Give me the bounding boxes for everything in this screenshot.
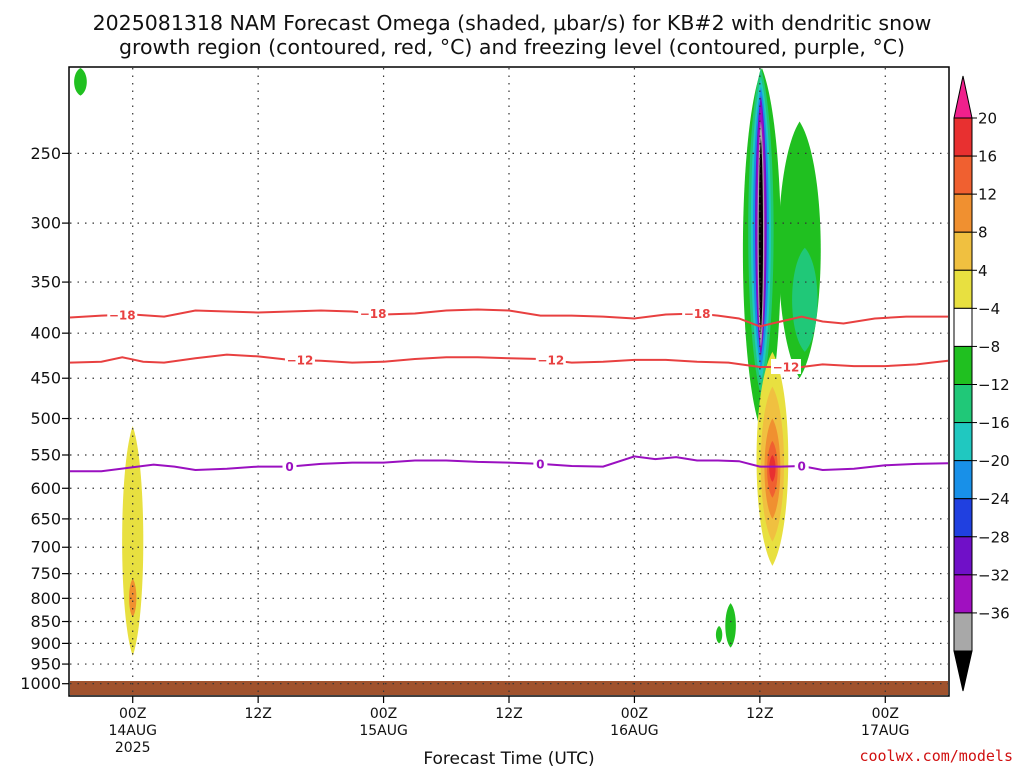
colorbar-label-7: −12 <box>978 376 1010 394</box>
y-tick-label-800: 800 <box>30 589 61 608</box>
colorbar-label-11: −28 <box>978 528 1010 546</box>
contour-label-bg--12-2 <box>770 359 801 375</box>
colorbar-label-12: −32 <box>978 566 1010 584</box>
x-tick-date-6: 14AUG <box>108 723 157 739</box>
colorbar-label-5: −4 <box>978 300 1000 318</box>
omega-region-day1-orange <box>129 578 137 617</box>
surface-terrain <box>70 681 948 695</box>
contour-label--18-0: −18 <box>109 308 136 322</box>
colorbar-swatch-7 <box>953 384 973 424</box>
colorbar-swatch-13 <box>953 612 973 652</box>
colorbar-label-10: −24 <box>978 490 1010 508</box>
x-tick-label-18: 12Z <box>244 706 271 722</box>
x-tick-label-30: 00Z <box>370 706 397 722</box>
contour-line--12 <box>69 353 949 368</box>
temperature-contours: −18 −18 −18 −12 −12 −12 0 0 0 <box>69 305 949 474</box>
contour-label-0-2: 0 <box>797 459 805 473</box>
contour-label-0-0: 0 <box>285 460 293 474</box>
y-tick-label-450: 450 <box>30 369 61 388</box>
omega-region-storm-teal-east <box>792 247 818 352</box>
contour-label--12-2: −12 <box>773 361 800 375</box>
y-tick-label-750: 750 <box>30 564 61 583</box>
contour-label-bg-0-0 <box>282 458 297 474</box>
y-tick-label-900: 900 <box>30 634 61 653</box>
chart-title-line2: growth region (contoured, red, °C) and f… <box>119 35 905 59</box>
x-tick-label-6: 00Z <box>119 706 146 722</box>
contour-label-0-1: 0 <box>536 457 544 471</box>
colorbar-swatch-10 <box>953 498 973 538</box>
chart-title-line1: 2025081318 NAM Forecast Omega (shaded, μ… <box>93 11 932 35</box>
colorbar-swatch-1 <box>953 155 973 195</box>
colorbar-bottom-arrow <box>953 650 973 692</box>
contour-label--18-1: −18 <box>360 307 387 321</box>
chart-title: 2025081318 NAM Forecast Omega (shaded, μ… <box>93 11 932 59</box>
x-axis-label: Forecast Time (UTC) <box>423 749 594 768</box>
contour-label-bg--18-2 <box>682 305 713 321</box>
colorbar-swatch-11 <box>953 536 973 576</box>
colorbar-label-1: 16 <box>978 148 997 166</box>
colorbar-label-4: 4 <box>978 262 988 280</box>
y-tick-label-550: 550 <box>30 445 61 464</box>
omega-region-storm-black <box>758 137 764 334</box>
y-tick-label-850: 850 <box>30 612 61 631</box>
omega-region-low-green-a <box>715 625 723 644</box>
y-tick-label-950: 950 <box>30 655 61 674</box>
y-tick-label-350: 350 <box>30 273 61 292</box>
contour-label-bg-0-2 <box>794 457 809 473</box>
x-tick-date-30: 15AUG <box>359 723 408 739</box>
colorbar-swatch-0 <box>953 117 973 157</box>
colorbar-swatch-5 <box>953 307 973 347</box>
omega-region-low-green-b <box>725 603 736 648</box>
contour-label-bg--12-0 <box>284 352 315 368</box>
contour-label-bg--18-0 <box>107 306 138 322</box>
x-tick-label-42: 12Z <box>495 706 522 722</box>
colorbar: 20 16 12 8 4 −4 −8 −12 −16 −20 −24 −28 −32 −36 <box>953 75 1010 692</box>
colorbar-label-6: −8 <box>978 338 1000 356</box>
contour-label-bg-0-1 <box>533 455 548 471</box>
omega-region-rise-red <box>769 454 776 482</box>
y-tick-label-400: 400 <box>30 324 61 343</box>
x-tick-year-6: 2025 <box>115 740 151 756</box>
colorbar-label-2: 12 <box>978 186 997 204</box>
y-tick-label-300: 300 <box>30 214 61 233</box>
x-tick-date-54: 16AUG <box>610 723 659 739</box>
contour-label--18-2: −18 <box>684 307 711 321</box>
omega-region-topleft-green <box>74 68 87 96</box>
colorbar-label-13: −36 <box>978 604 1010 622</box>
colorbar-swatch-4 <box>953 269 973 309</box>
colorbar-label-9: −20 <box>978 452 1010 470</box>
colorbar-swatch-2 <box>953 193 973 233</box>
contour-label-bg--18-1 <box>358 305 389 321</box>
y-tick-label-1000: 1000 <box>20 674 61 693</box>
y-tick-label-250: 250 <box>30 144 61 163</box>
contour-label-bg--12-1 <box>535 352 566 368</box>
colorbar-swatch-9 <box>953 460 973 500</box>
colorbar-swatch-3 <box>953 231 973 271</box>
colorbar-label-3: 8 <box>978 224 988 242</box>
x-tick-label-66: 12Z <box>746 706 773 722</box>
contour-line--18 <box>69 308 948 328</box>
colorbar-swatch-6 <box>953 345 973 385</box>
grid <box>70 68 948 695</box>
colorbar-swatch-8 <box>953 422 973 462</box>
colorbar-label-8: −16 <box>978 414 1010 432</box>
site-credit: coolwx.com/models <box>859 747 1013 765</box>
colorbar-label-0: 20 <box>978 110 997 128</box>
y-tick-label-500: 500 <box>30 409 61 428</box>
colorbar-top-arrow <box>953 75 973 119</box>
colorbar-swatch-12 <box>953 574 973 614</box>
y-tick-label-600: 600 <box>30 479 61 498</box>
y-tick-label-650: 650 <box>30 509 61 528</box>
contour-label--12-0: −12 <box>287 354 314 368</box>
x-tick-date-78: 17AUG <box>861 723 910 739</box>
omega-shading <box>74 68 821 656</box>
x-tick-label-78: 00Z <box>872 706 899 722</box>
contour-label--12-1: −12 <box>537 354 564 368</box>
y-tick-label-700: 700 <box>30 538 61 557</box>
x-tick-label-54: 00Z <box>621 706 648 722</box>
